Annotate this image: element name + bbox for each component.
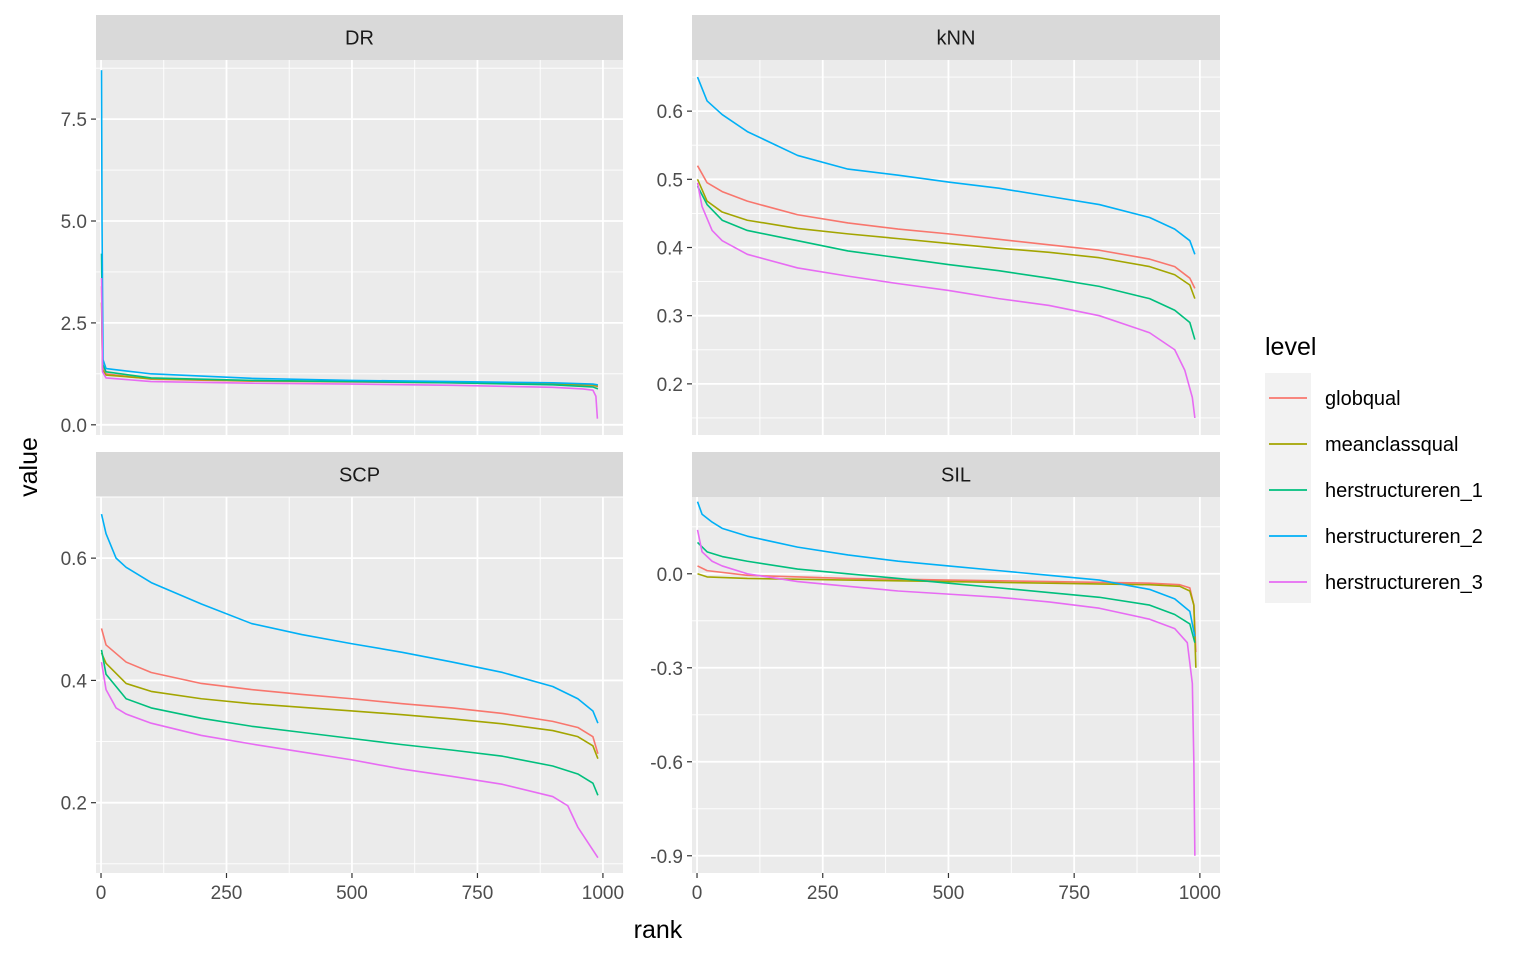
y-axis-title: value	[15, 437, 43, 497]
y-tick-label: 0.4	[657, 239, 684, 260]
y-tick-label: 0.4	[61, 671, 88, 692]
y-tick-label: 0.5	[657, 170, 683, 191]
legend-label: herstructureren_3	[1325, 572, 1483, 594]
facet-DR: DR 0.0 2.5 5.0 7.5	[61, 15, 623, 437]
series-line-herstructureren_3	[100, 278, 599, 419]
series-line-herstructureren_1	[696, 541, 1196, 643]
series-line-globqual	[696, 165, 1196, 289]
series-line-herstructureren_3	[696, 182, 1196, 419]
x-tick-label: 250	[807, 883, 839, 904]
legend-label: globqual	[1325, 388, 1401, 410]
y-tick-label: -0.9	[650, 847, 683, 868]
series-line-meanclassqual	[697, 573, 1197, 668]
y-tick-label: -0.6	[650, 753, 683, 774]
facet-strip	[96, 452, 623, 497]
x-tick-label: 750	[1058, 883, 1090, 904]
series-line-globqual	[100, 628, 599, 755]
series-line-herstructureren_3	[696, 529, 1196, 856]
series-line-meanclassqual	[100, 652, 599, 759]
facet-strip-label: SCP	[339, 465, 380, 487]
legend-title: level	[1265, 333, 1316, 361]
y-tick-label: 0.2	[61, 794, 87, 815]
facet-strip-label: DR	[345, 28, 374, 50]
facet-kNN: kNN 0.2 0.3 0.4 0.5 0.6	[657, 15, 1220, 435]
x-tick-label: 0	[96, 883, 107, 904]
series-line-meanclassqual	[696, 178, 1196, 299]
facet-SIL: SIL 0 250 500 750 1000 -0.9 -0.6 -0.3 0.0	[650, 452, 1221, 904]
y-tick-label: 5.0	[61, 212, 87, 233]
panel-background	[692, 497, 1220, 873]
y-tick-label: 0.0	[657, 565, 683, 586]
series-line-herstructureren_1	[100, 649, 599, 796]
legend-label: herstructureren_2	[1325, 526, 1483, 548]
x-axis-title: rank	[634, 916, 683, 944]
y-tick-label: 7.5	[61, 110, 87, 131]
x-tick-label: 1000	[582, 883, 624, 904]
series-line-herstructureren_2	[696, 501, 1196, 637]
series-line-herstructureren_1	[100, 253, 599, 390]
legend-label: meanclassqual	[1325, 434, 1458, 456]
legend-label: herstructureren_1	[1325, 480, 1483, 502]
legend: level globqual meanclassqual herstructurer…	[1265, 333, 1483, 603]
x-tick-label: 500	[336, 883, 368, 904]
facet-strip-label: kNN	[937, 28, 976, 50]
panel-background	[96, 60, 623, 435]
y-tick-label: 2.5	[61, 314, 87, 335]
legend-items: globqual meanclassqual herstructureren_1he…	[1269, 388, 1483, 594]
facet-SCP: SCP 0 250 500 750 1000 0.2 0.4 0.6	[61, 452, 624, 904]
x-tick-label: 750	[462, 883, 494, 904]
facet-panels: DR 0.0 2.5 5.0 7.5 kNN 0.2 0.3 0.4 0.5 0.6 SCP 0 250 5…	[61, 15, 1221, 904]
y-tick-label: 0.6	[61, 549, 87, 570]
y-tick-label: 0.3	[657, 307, 683, 328]
x-tick-label: 500	[933, 883, 965, 904]
x-tick-label: 0	[692, 883, 703, 904]
facet-strip	[96, 15, 623, 60]
facet-strip	[692, 452, 1220, 497]
series-line-herstructureren_2	[696, 76, 1196, 255]
panel-background	[96, 497, 623, 873]
series-line-herstructureren_3	[100, 661, 599, 859]
y-tick-label: 0.0	[61, 416, 87, 437]
series-line-herstructureren_1	[696, 185, 1196, 340]
y-tick-label: 0.2	[657, 375, 683, 396]
series-line-herstructureren_2	[100, 513, 599, 724]
x-tick-label: 1000	[1179, 883, 1221, 904]
y-tick-label: 0.6	[657, 102, 683, 123]
y-tick-label: -0.3	[650, 659, 683, 680]
facet-strip-label: SIL	[941, 465, 971, 487]
x-tick-label: 250	[211, 883, 243, 904]
facet-strip	[692, 15, 1220, 60]
legend-key-background	[1265, 373, 1311, 603]
